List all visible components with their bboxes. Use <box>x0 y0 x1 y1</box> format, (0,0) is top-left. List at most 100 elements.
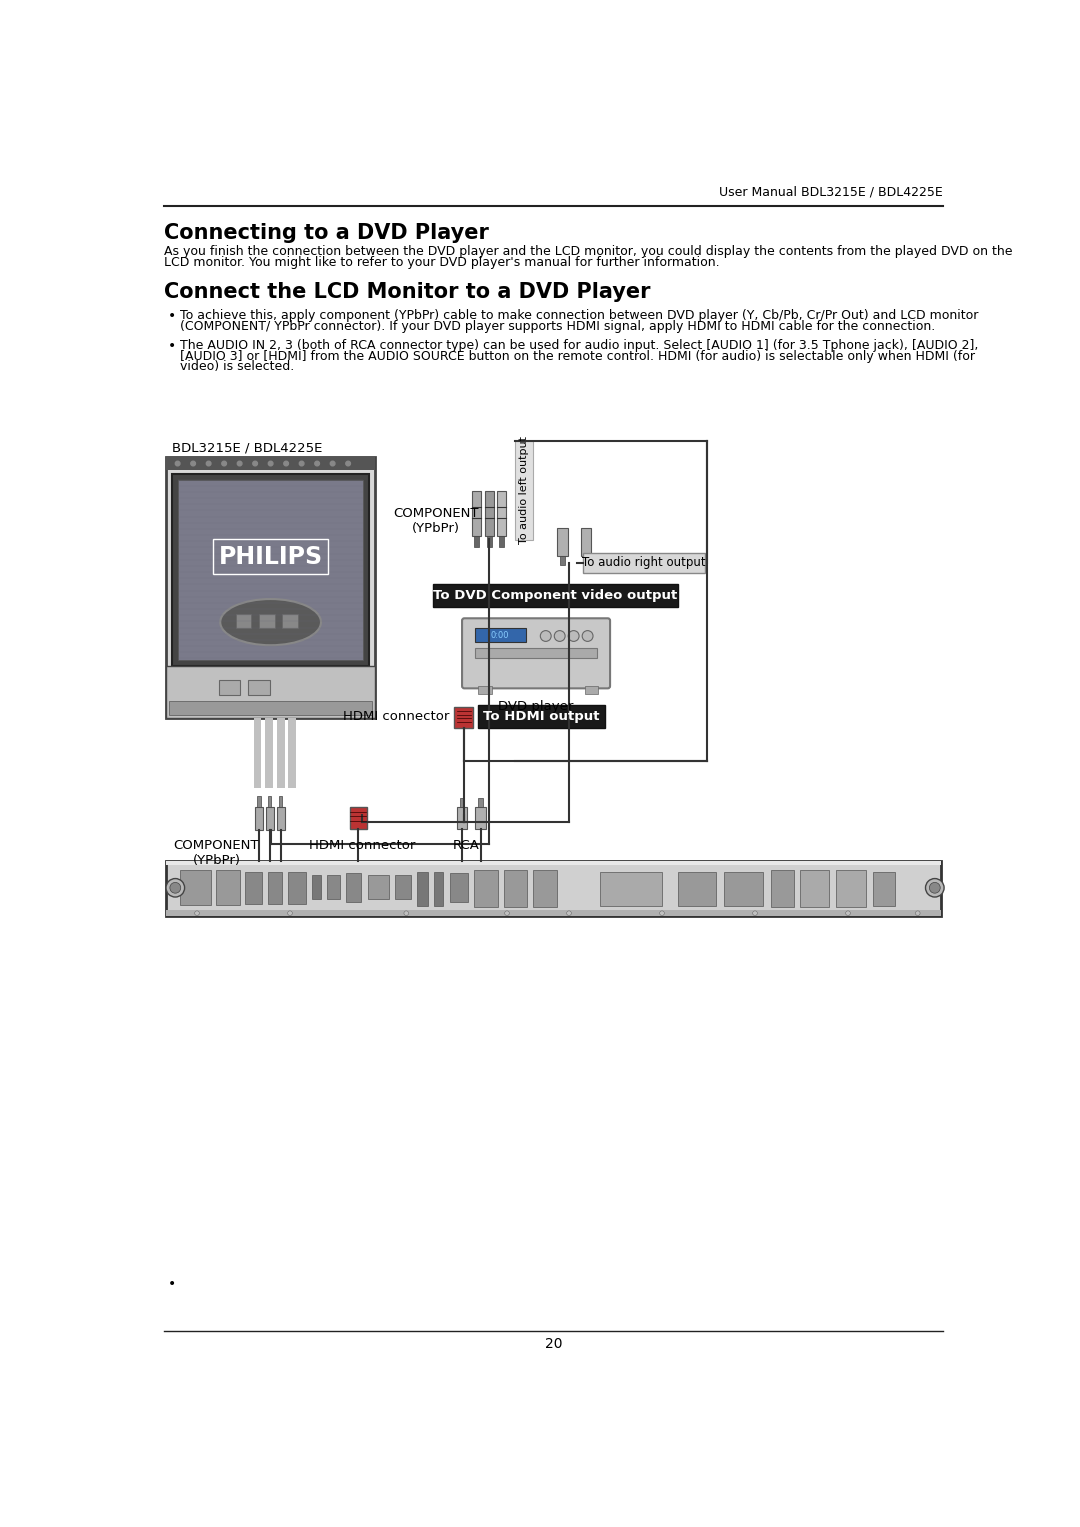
FancyBboxPatch shape <box>166 910 941 916</box>
Text: To achieve this, apply component (YPbPr) cable to make connection between DVD pl: To achieve this, apply component (YPbPr)… <box>180 308 978 322</box>
FancyBboxPatch shape <box>433 583 677 606</box>
Circle shape <box>194 912 200 916</box>
Text: The AUDIO IN 2, 3 (both of RCA connector type) can be used for audio input. Sele: The AUDIO IN 2, 3 (both of RCA connector… <box>180 339 978 351</box>
Text: PHILIPS: PHILIPS <box>218 545 323 568</box>
FancyBboxPatch shape <box>474 870 498 907</box>
Circle shape <box>268 461 273 466</box>
FancyBboxPatch shape <box>417 872 428 906</box>
FancyBboxPatch shape <box>276 806 284 831</box>
FancyBboxPatch shape <box>475 647 597 658</box>
FancyBboxPatch shape <box>312 875 321 899</box>
Text: LCD monitor. You might like to refer to your DVD player's manual for further inf: LCD monitor. You might like to refer to … <box>164 257 720 269</box>
FancyBboxPatch shape <box>487 536 491 547</box>
FancyBboxPatch shape <box>254 718 261 788</box>
Circle shape <box>554 631 565 641</box>
Text: Connect the LCD Monitor to a DVD Player: Connect the LCD Monitor to a DVD Player <box>164 282 651 302</box>
FancyBboxPatch shape <box>367 875 389 899</box>
Text: video) is selected.: video) is selected. <box>180 360 294 373</box>
Text: •: • <box>167 1277 176 1290</box>
Text: •: • <box>167 308 176 322</box>
Circle shape <box>330 461 335 466</box>
Circle shape <box>568 631 579 641</box>
Circle shape <box>191 461 195 466</box>
Text: HDMI connector: HDMI connector <box>343 710 449 724</box>
Text: To audio left output: To audio left output <box>519 437 529 545</box>
Circle shape <box>299 461 303 466</box>
FancyBboxPatch shape <box>235 614 252 628</box>
Circle shape <box>175 461 180 466</box>
Text: COMPONENT
(YPbPr): COMPONENT (YPbPr) <box>174 840 259 867</box>
FancyBboxPatch shape <box>259 614 274 628</box>
FancyBboxPatch shape <box>180 870 211 904</box>
FancyBboxPatch shape <box>245 872 262 904</box>
FancyBboxPatch shape <box>534 870 556 907</box>
FancyBboxPatch shape <box>873 872 894 906</box>
FancyBboxPatch shape <box>677 872 716 906</box>
Circle shape <box>284 461 288 466</box>
FancyBboxPatch shape <box>477 705 606 728</box>
Text: User Manual BDL3215E / BDL4225E: User Manual BDL3215E / BDL4225E <box>719 186 943 199</box>
Text: DVD player: DVD player <box>498 699 573 713</box>
FancyBboxPatch shape <box>255 806 262 831</box>
FancyBboxPatch shape <box>257 796 260 806</box>
Text: 20: 20 <box>544 1338 563 1351</box>
Text: •: • <box>167 339 176 353</box>
Text: Connecting to a DVD Player: Connecting to a DVD Player <box>164 223 489 243</box>
Circle shape <box>404 912 408 916</box>
Circle shape <box>170 883 180 893</box>
FancyBboxPatch shape <box>266 806 273 831</box>
FancyBboxPatch shape <box>460 797 464 806</box>
Circle shape <box>238 461 242 466</box>
FancyBboxPatch shape <box>449 873 469 902</box>
FancyBboxPatch shape <box>282 614 298 628</box>
FancyBboxPatch shape <box>395 875 410 899</box>
FancyBboxPatch shape <box>288 872 306 904</box>
Circle shape <box>206 461 211 466</box>
Text: To audio right output: To audio right output <box>582 556 706 570</box>
FancyBboxPatch shape <box>475 628 526 643</box>
FancyBboxPatch shape <box>475 806 486 829</box>
FancyBboxPatch shape <box>346 873 362 902</box>
Circle shape <box>753 912 757 916</box>
FancyBboxPatch shape <box>478 686 492 693</box>
FancyBboxPatch shape <box>170 701 373 715</box>
FancyBboxPatch shape <box>434 872 444 906</box>
Circle shape <box>916 912 920 916</box>
FancyBboxPatch shape <box>581 528 592 556</box>
FancyBboxPatch shape <box>276 718 284 788</box>
FancyBboxPatch shape <box>474 536 480 547</box>
FancyBboxPatch shape <box>266 718 273 788</box>
FancyBboxPatch shape <box>770 870 794 907</box>
Circle shape <box>287 912 293 916</box>
Text: [AUDIO 3] or [HDMI] from the AUDIO SOURCE button on the remote control. HDMI (fo: [AUDIO 3] or [HDMI] from the AUDIO SOURC… <box>180 350 975 362</box>
FancyBboxPatch shape <box>583 556 589 565</box>
FancyBboxPatch shape <box>583 553 705 573</box>
FancyBboxPatch shape <box>218 680 241 695</box>
FancyBboxPatch shape <box>350 806 367 829</box>
FancyBboxPatch shape <box>600 872 662 906</box>
Text: BDL3215E / BDL4225E: BDL3215E / BDL4225E <box>172 441 323 454</box>
FancyBboxPatch shape <box>497 492 507 536</box>
FancyBboxPatch shape <box>478 797 483 806</box>
Circle shape <box>567 912 571 916</box>
Circle shape <box>253 461 257 466</box>
FancyBboxPatch shape <box>279 796 282 806</box>
FancyBboxPatch shape <box>166 861 941 916</box>
Text: To DVD Component video output: To DVD Component video output <box>433 589 677 602</box>
Circle shape <box>846 912 850 916</box>
Circle shape <box>504 912 510 916</box>
FancyBboxPatch shape <box>166 457 375 470</box>
FancyBboxPatch shape <box>268 796 271 806</box>
Circle shape <box>582 631 593 641</box>
FancyBboxPatch shape <box>462 618 610 689</box>
Text: 0:00: 0:00 <box>490 631 510 640</box>
Text: As you finish the connection between the DVD player and the LCD monitor, you cou: As you finish the connection between the… <box>164 244 1013 258</box>
Circle shape <box>540 631 551 641</box>
FancyBboxPatch shape <box>724 872 762 906</box>
FancyBboxPatch shape <box>515 441 534 539</box>
FancyBboxPatch shape <box>216 870 240 904</box>
FancyBboxPatch shape <box>472 492 482 536</box>
FancyBboxPatch shape <box>504 870 527 907</box>
FancyBboxPatch shape <box>800 870 829 907</box>
FancyBboxPatch shape <box>584 686 598 693</box>
